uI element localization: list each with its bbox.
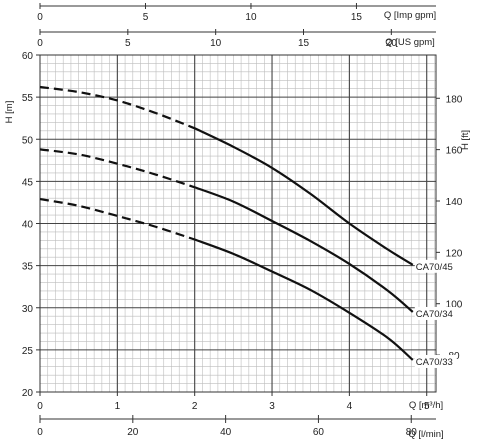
curve-solid-CA70-33	[194, 238, 414, 361]
bottom-axis-label: Q [m³/h]	[409, 400, 443, 411]
usgpm-tick-label: 15	[298, 38, 310, 49]
impgpm-axis-label: Q [Imp gpm]	[384, 10, 436, 21]
right-tick-label: 180	[446, 94, 463, 105]
right-axis-label: H [ft]	[460, 130, 471, 150]
left-axis-label: H [m]	[4, 101, 15, 124]
curve-dashed-CA70-33	[39, 197, 196, 241]
curve-dashed-CA70-34	[39, 148, 196, 189]
bottom-tick-label: 5	[424, 401, 430, 412]
right-tick-label: 120	[446, 248, 463, 259]
usgpm-tick-label: 5	[125, 38, 131, 49]
curve-dashed-CA70-45	[39, 85, 196, 130]
left-tick-label: 40	[22, 220, 34, 231]
bottom-tick-label: 1	[115, 401, 121, 412]
lmin-tick-label: 0	[37, 427, 43, 438]
major-grid	[40, 55, 436, 392]
series-label: CA70/34	[416, 309, 453, 320]
left-tick-label: 60	[22, 51, 34, 62]
bottom-tick-label: 0	[37, 401, 43, 412]
series-label-bg	[414, 259, 457, 273]
lmin-axis-label: Q [l/min]	[408, 429, 443, 440]
series-label-bg	[414, 306, 457, 320]
bottom-tick-label: 4	[347, 401, 353, 412]
series-label: CA70/33	[416, 357, 453, 368]
usgpm-tick-label: 0	[37, 38, 43, 49]
right-tick-label: 100	[446, 300, 463, 311]
lmin-tick-label: 40	[220, 427, 232, 438]
curve-solid-CA70-45	[194, 127, 414, 266]
impgpm-tick-label: 15	[351, 12, 363, 23]
bottom-tick-label: 3	[269, 401, 275, 412]
right-tick-label: 160	[446, 146, 463, 157]
usgpm-axis-label: Q [US gpm]	[385, 37, 435, 48]
series-label-bg	[414, 354, 457, 368]
lmin-tick-label: 60	[313, 427, 325, 438]
impgpm-tick-label: 10	[245, 12, 257, 23]
impgpm-tick-label: 5	[143, 12, 149, 23]
left-tick-label: 50	[22, 135, 34, 146]
left-tick-label: 35	[22, 262, 34, 273]
left-tick-label: 20	[22, 388, 34, 399]
usgpm-tick-label: 20	[386, 38, 398, 49]
series-label: CA70/45	[416, 262, 453, 273]
usgpm-tick-label: 10	[210, 38, 222, 49]
lmin-tick-label: 20	[127, 427, 139, 438]
impgpm-tick-label: 0	[37, 12, 43, 23]
right-tick-label: 140	[446, 197, 463, 208]
left-tick-label: 30	[22, 304, 34, 315]
curve-solid-CA70-34	[194, 186, 414, 313]
bottom-tick-label: 2	[192, 401, 198, 412]
left-tick-label: 25	[22, 346, 34, 357]
left-tick-label: 55	[22, 93, 34, 104]
left-tick-label: 45	[22, 177, 34, 188]
lmin-tick-label: 80	[406, 427, 418, 438]
curves: CA70/45 CA70/34 CA70/33	[39, 85, 457, 368]
